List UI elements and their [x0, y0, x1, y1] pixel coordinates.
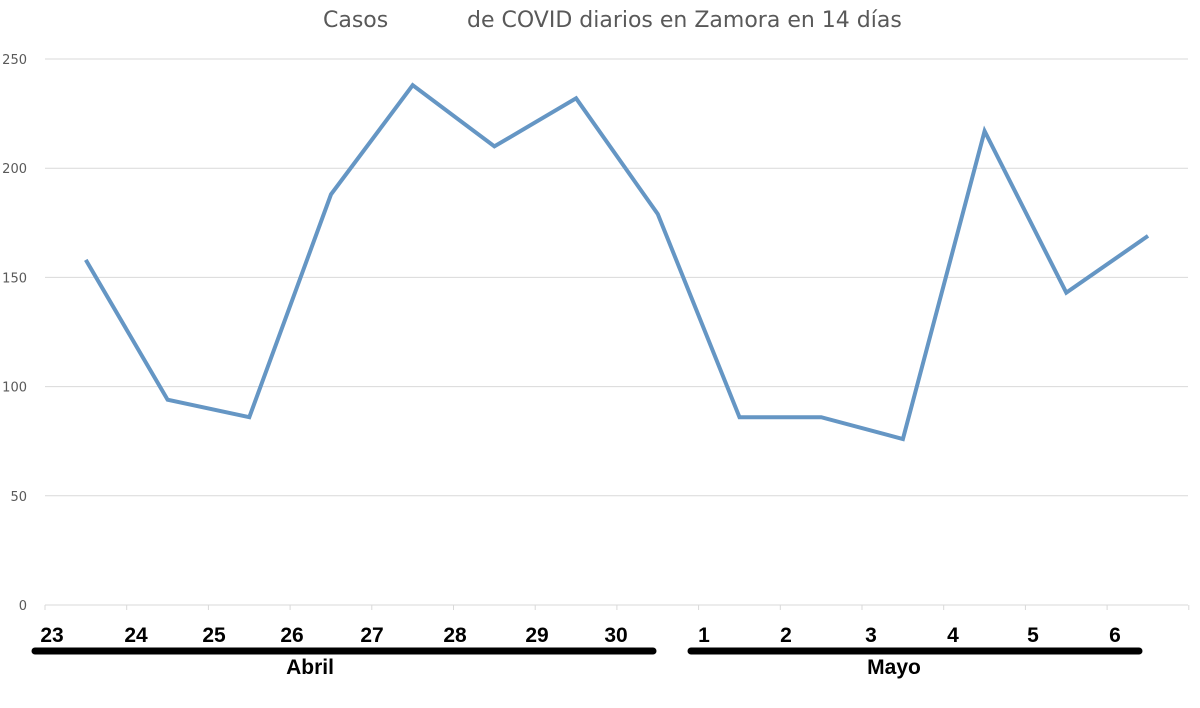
series-line: [84, 82, 1150, 442]
y-tick-label: 150: [2, 271, 27, 286]
x-tick-label: 3: [865, 624, 877, 647]
x-axis: [44, 604, 1190, 610]
x-tick-label: 29: [525, 624, 548, 647]
x-tick-label: 23: [40, 624, 63, 647]
gridlines: [45, 58, 1188, 497]
chart-title-part1: Casos: [323, 8, 389, 33]
month-label-abril: Abril: [286, 656, 334, 679]
x-axis-labels: 23 24 25 26 27 28 29 30 1 2 3 4 5 6: [40, 624, 1121, 647]
y-tick-label: 100: [2, 381, 27, 396]
y-axis-ticks: 0 50 100 150 200 250: [2, 53, 27, 614]
y-tick-label: 250: [2, 53, 27, 68]
x-tick-label: 27: [360, 624, 383, 647]
month-brackets: Abril Mayo: [31, 647, 1143, 679]
x-tick-label: 4: [947, 624, 959, 647]
chart-title-part2: de COVID diarios en Zamora en 14 días: [467, 8, 902, 33]
x-tick-label: 1: [698, 624, 710, 647]
y-tick-label: 0: [19, 599, 27, 614]
x-tick-label: 5: [1027, 624, 1039, 647]
x-tick-label: 2: [780, 624, 792, 647]
x-tick-label: 28: [443, 624, 467, 647]
x-tick-label: 6: [1109, 624, 1121, 647]
x-tick-label: 30: [604, 624, 627, 647]
month-label-mayo: Mayo: [867, 656, 921, 679]
y-tick-label: 50: [10, 490, 27, 505]
x-tick-label: 26: [280, 624, 303, 647]
x-tick-label: 25: [202, 624, 226, 647]
x-tick-label: 24: [124, 624, 148, 647]
y-tick-label: 200: [2, 162, 27, 177]
chart-title: Casos de COVID diarios en Zamora en 14 d…: [0, 8, 1200, 38]
